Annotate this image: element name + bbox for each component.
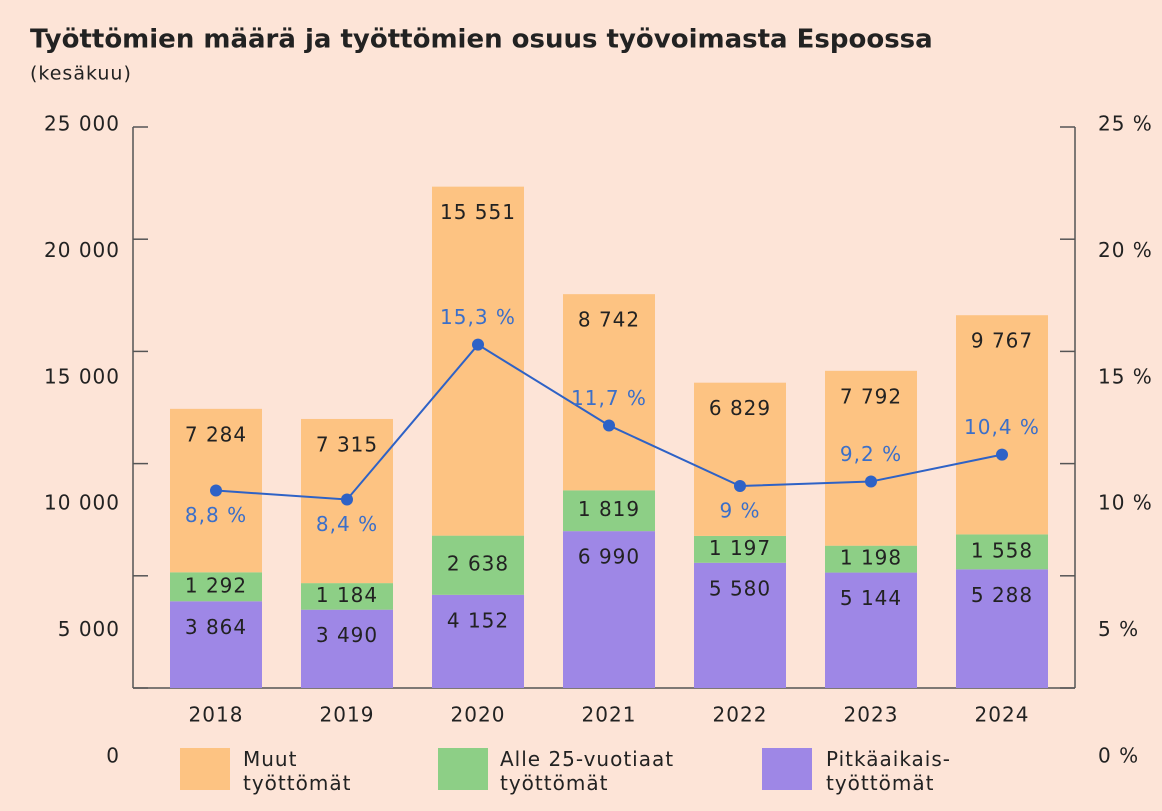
- bar-value-label: 6 990: [578, 545, 640, 569]
- chart-title: Työttömien määrä ja työttömien osuus työ…: [30, 25, 933, 55]
- bar-value-label: 1 819: [578, 497, 640, 521]
- line-point: [472, 338, 484, 351]
- line-point: [734, 480, 746, 493]
- bar-segment: [170, 572, 262, 602]
- bar-segment: [825, 370, 917, 546]
- bar-value-label: 5 288: [971, 583, 1033, 607]
- y-tick-label: 15 000: [44, 364, 120, 388]
- y-tick-label: 25 000: [44, 112, 120, 136]
- bar-segment: [170, 601, 262, 688]
- line-value-label: 11,7 %: [571, 386, 647, 410]
- bar-segment: [825, 572, 917, 688]
- legend-label: Muut työttömät: [243, 747, 352, 795]
- y2-tick-label: 5 %: [1098, 617, 1139, 641]
- bar-value-label: 3 490: [316, 623, 378, 647]
- y2-tick-label: 25 %: [1098, 112, 1153, 136]
- bar-value-label: 1 198: [840, 546, 902, 570]
- chart-subtitle: (kesäkuu): [30, 63, 132, 85]
- bar-segment: [432, 594, 524, 688]
- y-tick-label: 10 000: [44, 491, 120, 515]
- legend-label: Pitkäaikais-työttömät: [826, 747, 951, 795]
- line-value-label: 15,3 %: [440, 305, 516, 329]
- bar-value-label: 1 197: [709, 536, 771, 560]
- bar-segment: [432, 535, 524, 595]
- x-tick-label: 2022: [713, 703, 768, 727]
- bar-segment: [956, 569, 1048, 688]
- bar-segment: [825, 545, 917, 573]
- bar-value-label: 7 792: [840, 384, 902, 408]
- bar-value-label: 4 152: [447, 608, 509, 632]
- line-value-label: 8,4 %: [316, 512, 378, 536]
- bar-value-label: 7 284: [185, 422, 247, 446]
- bar-value-label: 1 558: [971, 538, 1033, 562]
- y2-tick-label: 15 %: [1098, 364, 1153, 388]
- bar-value-label: 1 184: [316, 583, 378, 607]
- bar-value-label: 8 742: [578, 308, 640, 332]
- legend-swatch: [762, 748, 812, 790]
- line-point: [603, 419, 615, 432]
- line-value-label: 8,8 %: [185, 503, 247, 527]
- line-point: [996, 448, 1008, 461]
- line-value-label: 9 %: [719, 499, 760, 523]
- bar-value-label: 7 315: [316, 432, 378, 456]
- x-tick-label: 2018: [189, 703, 244, 727]
- y2-tick-label: 20 %: [1098, 238, 1153, 262]
- bar-value-label: 15 551: [440, 200, 516, 224]
- bar-value-label: 2 638: [447, 552, 509, 576]
- bar-segment: [563, 490, 655, 532]
- line-point: [341, 493, 353, 506]
- line-point: [210, 484, 222, 497]
- bar-value-label: 6 829: [709, 396, 771, 420]
- y2-tick-label: 10 %: [1098, 491, 1153, 515]
- line-point: [865, 475, 877, 488]
- bar-value-label: 1 292: [185, 573, 247, 597]
- bar-value-label: 5 144: [840, 586, 902, 610]
- bar-segment: [563, 531, 655, 688]
- x-tick-label: 2019: [320, 703, 375, 727]
- y-tick-label: 0: [106, 744, 120, 768]
- bar-value-label: 3 864: [185, 615, 247, 639]
- bar-segment: [563, 294, 655, 491]
- x-tick-label: 2021: [582, 703, 637, 727]
- line-value-label: 10,4 %: [964, 415, 1040, 439]
- bar-segment: [694, 562, 786, 688]
- x-tick-label: 2023: [844, 703, 899, 727]
- y-tick-label: 20 000: [44, 238, 120, 262]
- bar-value-label: 5 580: [709, 576, 771, 600]
- bar-segment: [432, 186, 524, 536]
- y-tick-label: 5 000: [58, 617, 120, 641]
- line-value-label: 9,2 %: [840, 442, 902, 466]
- x-tick-label: 2024: [975, 703, 1030, 727]
- legend-swatch: [180, 748, 230, 790]
- bar-segment: [956, 534, 1048, 570]
- bar-segment: [301, 609, 393, 688]
- bar-segment: [301, 583, 393, 610]
- x-tick-label: 2020: [451, 703, 506, 727]
- bar-segment: [956, 315, 1048, 535]
- bar-segment: [694, 535, 786, 563]
- legend-label: Alle 25-vuotiaat työttömät: [500, 747, 675, 795]
- y2-tick-label: 0 %: [1098, 744, 1139, 768]
- bar-segment: [694, 382, 786, 536]
- legend-swatch: [438, 748, 488, 790]
- bar-value-label: 9 767: [971, 329, 1033, 353]
